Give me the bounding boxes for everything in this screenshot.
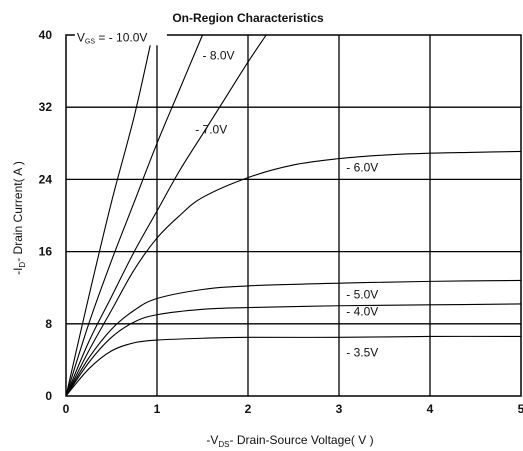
series-line	[65, 34, 267, 397]
curve-label: - 3.5V	[346, 345, 378, 359]
series-line	[65, 150, 522, 397]
y-axis-label-main: - Drain Current( A )	[11, 161, 25, 262]
y-axis-label-prefix: -I	[11, 268, 25, 275]
x-axis-label-main: - Drain-Source Voltage( V )	[230, 433, 374, 447]
y-tick-label: 8	[45, 317, 52, 331]
series-line	[65, 34, 153, 397]
x-axis-label-prefix: -V	[206, 433, 218, 447]
y-tick-label: 32	[39, 100, 53, 114]
curve-label: - 4.0V	[346, 305, 378, 319]
curve-label-prefix: V	[77, 30, 85, 44]
curve-label-sub: GS	[85, 38, 95, 45]
x-axis-label: -VDS- Drain-Source Voltage( V )	[206, 433, 373, 449]
x-tick-label: 1	[154, 402, 161, 416]
curve-labels: VGS = - 10.0V - 8.0V - 7.0V - 6.0V - 5.0V - 4…	[74, 30, 378, 359]
series-line	[65, 303, 522, 397]
y-tick-label: 40	[39, 28, 53, 42]
y-axis-label: -ID- Drain Current( A )	[11, 161, 27, 275]
curve-label: - 7.0V	[195, 122, 227, 136]
x-tick-label: 2	[245, 402, 252, 416]
ticks: 0 1 2 3 4 5 0 8 16 24 32 40	[39, 28, 523, 416]
y-tick-label: 0	[45, 389, 52, 403]
curve-label: VGS = - 10.0V	[77, 30, 148, 45]
x-tick-label: 5	[518, 402, 523, 416]
curve-label: - 8.0V	[203, 48, 235, 62]
series-line	[65, 279, 522, 397]
x-tick-label: 0	[63, 402, 70, 416]
x-axis-label-sub: DS	[218, 440, 229, 449]
curve-label-main: = - 10.0V	[95, 30, 147, 44]
series-line	[65, 335, 522, 397]
curves	[65, 34, 522, 397]
plot-frame	[65, 34, 522, 397]
curve-label-backdrop	[74, 30, 167, 46]
y-axis-label-sub: D	[18, 262, 27, 268]
y-tick-label: 24	[39, 172, 53, 186]
grid	[65, 34, 522, 397]
y-tick-label: 16	[39, 245, 53, 259]
x-tick-label: 4	[427, 402, 434, 416]
curve-label: - 6.0V	[346, 160, 378, 174]
chart-title: On-Region Characteristics	[172, 11, 324, 25]
x-tick-label: 3	[336, 402, 343, 416]
curve-label: - 5.0V	[346, 288, 378, 302]
series-line	[65, 34, 204, 397]
